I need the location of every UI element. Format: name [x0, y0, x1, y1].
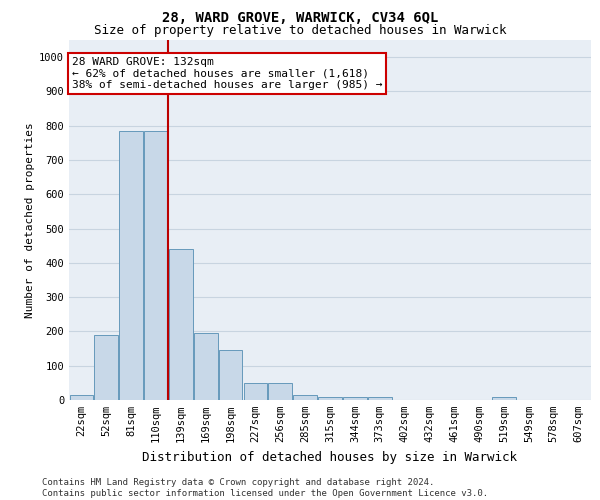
Text: Contains HM Land Registry data © Crown copyright and database right 2024.
Contai: Contains HM Land Registry data © Crown c…	[42, 478, 488, 498]
Bar	[293, 395, 317, 400]
Bar	[368, 398, 392, 400]
Text: 28 WARD GROVE: 132sqm
← 62% of detached houses are smaller (1,618)
38% of semi-d: 28 WARD GROVE: 132sqm ← 62% of detached …	[72, 57, 382, 90]
Bar	[144, 131, 168, 400]
Bar	[94, 335, 118, 400]
Bar	[169, 249, 193, 400]
Bar	[318, 396, 342, 400]
X-axis label: Distribution of detached houses by size in Warwick: Distribution of detached houses by size …	[143, 450, 517, 464]
Bar	[219, 350, 242, 400]
Bar	[343, 398, 367, 400]
Bar	[70, 395, 93, 400]
Bar	[492, 398, 516, 400]
Bar	[194, 333, 218, 400]
Y-axis label: Number of detached properties: Number of detached properties	[25, 122, 35, 318]
Bar	[119, 131, 143, 400]
Text: 28, WARD GROVE, WARWICK, CV34 6QL: 28, WARD GROVE, WARWICK, CV34 6QL	[162, 11, 438, 25]
Text: Size of property relative to detached houses in Warwick: Size of property relative to detached ho…	[94, 24, 506, 37]
Bar	[268, 383, 292, 400]
Bar	[244, 383, 267, 400]
